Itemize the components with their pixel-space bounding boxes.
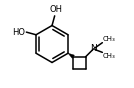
Polygon shape (68, 53, 74, 58)
Text: CH₃: CH₃ (103, 53, 116, 59)
Text: HO: HO (12, 28, 25, 37)
Text: OH: OH (49, 5, 62, 14)
Text: CH₃: CH₃ (103, 36, 116, 42)
Text: N: N (90, 44, 97, 53)
